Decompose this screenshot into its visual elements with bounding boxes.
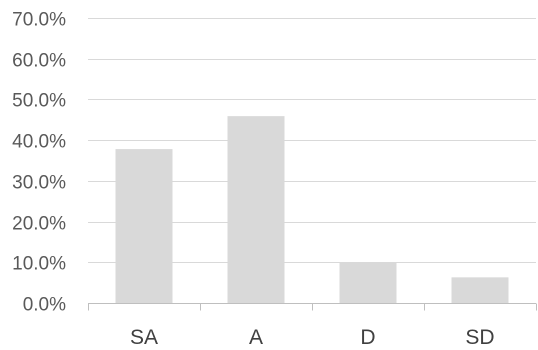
x-category-label: D bbox=[360, 326, 375, 349]
y-tick-label: 50.0% bbox=[12, 91, 66, 112]
y-tick-label: 0.0% bbox=[23, 295, 66, 316]
x-category-label: SA bbox=[130, 326, 158, 349]
y-tick-label: 30.0% bbox=[12, 173, 66, 194]
x-axis-category-labels: SA A D SD bbox=[130, 326, 495, 349]
bar-sa bbox=[115, 149, 173, 303]
bar-sd bbox=[451, 277, 509, 303]
y-tick-label: 20.0% bbox=[12, 214, 66, 235]
bar-a bbox=[227, 116, 285, 303]
y-tick-label: 70.0% bbox=[12, 10, 66, 31]
y-tick-label: 10.0% bbox=[12, 254, 66, 275]
bars bbox=[115, 116, 509, 303]
x-category-label: A bbox=[249, 326, 263, 349]
y-tick-label: 60.0% bbox=[12, 51, 66, 72]
x-axis bbox=[88, 303, 537, 311]
x-category-label: SD bbox=[465, 326, 494, 349]
y-axis-tick-labels: 0.0% 10.0% 20.0% 30.0% 40.0% 50.0% 60.0% 70.0% bbox=[12, 10, 66, 316]
bar-d bbox=[339, 262, 397, 303]
y-tick-label: 40.0% bbox=[12, 132, 66, 153]
